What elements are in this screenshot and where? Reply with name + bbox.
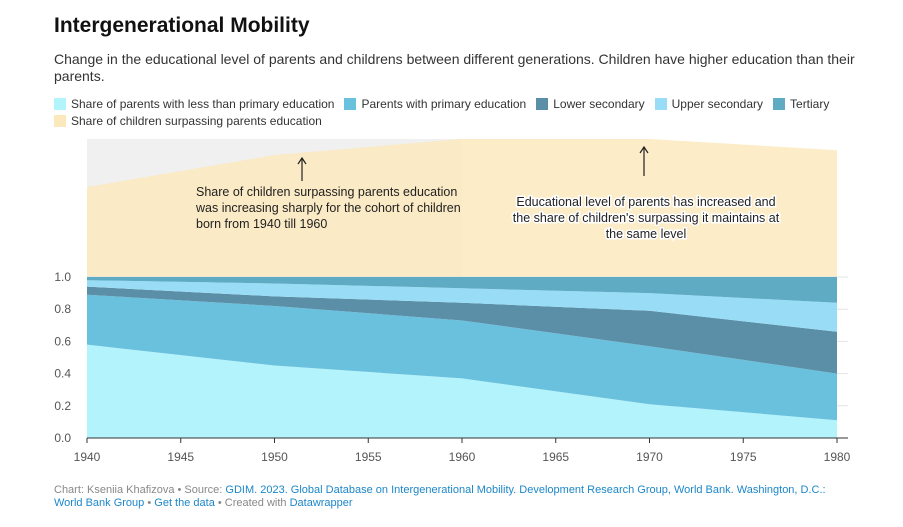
annotation-1-line: Share of children surpassing parents edu… xyxy=(196,185,457,199)
y-tick-label: 0.0 xyxy=(54,431,71,445)
y-tick-label: 1.0 xyxy=(54,270,71,284)
annotation-2-line: Educational level of parents has increas… xyxy=(516,195,775,209)
annotation-arrow-2-head xyxy=(639,145,649,154)
chart-subtitle: Change in the educational level of paren… xyxy=(54,51,855,84)
legend-item: Share of children surpassing parents edu… xyxy=(54,113,322,130)
y-tick-label: 0.4 xyxy=(54,367,71,381)
footer-credit: Chart: Kseniia Khafizova • Source: xyxy=(54,484,226,496)
legend-item: Tertiary xyxy=(773,95,829,112)
x-tick-label: 1950 xyxy=(261,450,288,464)
annotation-2-line: the share of children's surpassing it ma… xyxy=(513,211,780,225)
highlight-overlay xyxy=(87,277,462,438)
x-tick-label: 1940 xyxy=(74,450,101,464)
legend: Share of parents with less than primary … xyxy=(54,95,884,130)
annotation-1-line: born from 1940 till 1960 xyxy=(196,217,327,231)
legend-swatch xyxy=(54,97,66,110)
y-tick-label: 0.8 xyxy=(54,302,71,316)
area-surpassing xyxy=(87,139,837,277)
area-series-1 xyxy=(87,344,837,438)
chart-title: Intergenerational Mobility xyxy=(54,14,310,37)
y-tick-label: 0.2 xyxy=(54,399,71,413)
get-data-link[interactable]: Get the data xyxy=(154,497,215,509)
legend-item: Parents with primary education xyxy=(344,95,526,112)
legend-label: Share of children surpassing parents edu… xyxy=(71,114,322,128)
source-link[interactable]: GDIM. 2023. Global Database on Intergene… xyxy=(54,484,826,509)
legend-item: Lower secondary xyxy=(536,95,645,112)
area-series-2 xyxy=(87,294,837,421)
legend-swatch xyxy=(773,97,786,110)
legend-swatch xyxy=(344,97,357,110)
x-tick-label: 1975 xyxy=(730,450,757,464)
legend-label: Lower secondary xyxy=(553,96,645,111)
annotation-arrow-1-head xyxy=(297,156,307,165)
footer-created-with: • Created with xyxy=(214,497,290,509)
legend-label: Upper secondary xyxy=(671,96,764,111)
chart-footer: Chart: Kseniia Khafizova • Source: GDIM.… xyxy=(54,484,854,510)
legend-swatch xyxy=(54,115,66,127)
annotation-1-line: was increasing sharply for the cohort of… xyxy=(195,201,461,215)
annotation-2-line: the same level xyxy=(606,227,687,241)
x-tick-label: 1945 xyxy=(167,450,194,464)
area-series-5 xyxy=(87,277,837,303)
x-tick-label: 1970 xyxy=(636,450,663,464)
legend-item: Share of parents with less than primary … xyxy=(54,95,334,112)
legend-label: Share of parents with less than primary … xyxy=(71,96,335,111)
y-tick-label: 0.6 xyxy=(54,334,71,348)
legend-swatch xyxy=(654,97,667,110)
datawrapper-link[interactable]: Datawrapper xyxy=(289,497,353,509)
legend-item: Upper secondary xyxy=(654,95,764,112)
area-series-3 xyxy=(87,286,837,374)
x-tick-label: 1960 xyxy=(449,450,476,464)
legend-swatch xyxy=(536,97,549,110)
footer-separator: • xyxy=(144,497,155,509)
x-tick-label: 1965 xyxy=(542,450,569,464)
legend-label: Tertiary xyxy=(790,96,830,111)
x-tick-label: 1955 xyxy=(355,450,382,464)
x-tick-label: 1980 xyxy=(824,450,851,464)
legend-label: Parents with primary education xyxy=(361,96,527,111)
